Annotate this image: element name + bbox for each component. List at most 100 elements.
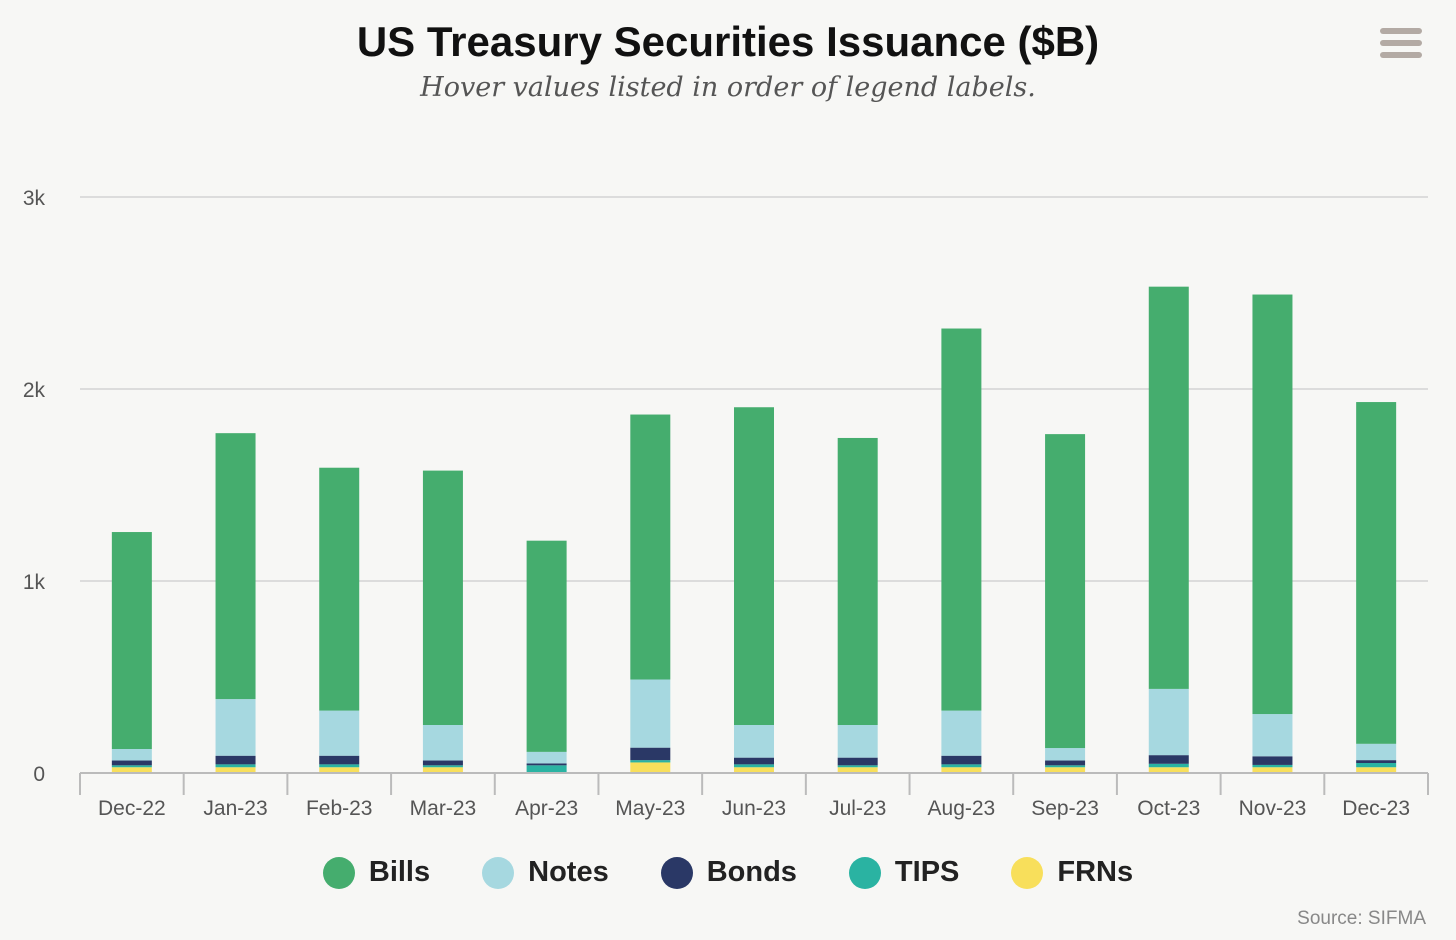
legend-item-frns[interactable]: FRNs bbox=[1011, 856, 1133, 889]
x-tick-label: Feb-23 bbox=[306, 797, 373, 820]
x-tick-label: Jan-23 bbox=[203, 797, 267, 820]
legend-marker bbox=[660, 856, 693, 889]
bar-segment-tips[interactable] bbox=[734, 764, 774, 768]
bar-segment-bills[interactable] bbox=[1356, 402, 1397, 744]
bar-segment-bills[interactable] bbox=[837, 437, 878, 725]
x-tick-label: Dec-22 bbox=[98, 797, 166, 820]
bar-segment-tips[interactable] bbox=[1356, 763, 1397, 768]
bars bbox=[111, 286, 1397, 773]
bar-segment-bills[interactable] bbox=[1252, 294, 1293, 715]
bar-segment-bills[interactable] bbox=[422, 470, 463, 725]
bar-segment-frns[interactable] bbox=[111, 767, 152, 773]
bar-segment-bills[interactable] bbox=[734, 407, 774, 725]
bar-segment-tips[interactable] bbox=[1045, 765, 1086, 768]
bar-segment-frns[interactable] bbox=[837, 767, 878, 773]
x-tick-label: Nov-23 bbox=[1239, 797, 1307, 820]
bar-segment-tips[interactable] bbox=[526, 765, 567, 773]
bar-segment-bills[interactable] bbox=[319, 467, 360, 711]
axis-labels: 0 1k 2k 3k Dec-22 Jan-23 Feb-23 Mar-23 Apr-23 May… bbox=[23, 187, 1410, 820]
bar-segment-frns[interactable] bbox=[1148, 767, 1189, 773]
bar-segment-frns[interactable] bbox=[215, 767, 256, 773]
bar-segment-tips[interactable] bbox=[111, 765, 152, 768]
legend-item-tips[interactable]: TIPS bbox=[848, 856, 960, 889]
bar-segment-bonds[interactable] bbox=[630, 747, 671, 761]
bar-segment-tips[interactable] bbox=[1148, 763, 1189, 768]
bar-segment-frns[interactable] bbox=[319, 767, 360, 773]
bar-segment-bills[interactable] bbox=[630, 414, 671, 680]
legend: Bills Notes Bonds TIPS FRNs bbox=[0, 856, 1456, 889]
bar-segment-notes[interactable] bbox=[319, 710, 360, 756]
bar-segment-bonds[interactable] bbox=[319, 755, 360, 765]
x-tick-label: Sep-23 bbox=[1031, 797, 1099, 820]
legend-item-bills[interactable]: Bills bbox=[322, 856, 431, 889]
bar-segment-notes[interactable] bbox=[941, 710, 982, 756]
bar-segment-notes[interactable] bbox=[1252, 714, 1293, 757]
bar-segment-frns[interactable] bbox=[941, 767, 982, 773]
bar-segment-bonds[interactable] bbox=[1045, 760, 1086, 766]
bar-segment-bonds[interactable] bbox=[1148, 755, 1189, 764]
bar-segment-bills[interactable] bbox=[215, 433, 256, 700]
legend-marker bbox=[482, 856, 515, 889]
bar-segment-bills[interactable] bbox=[941, 328, 982, 711]
bar-segment-frns[interactable] bbox=[1252, 767, 1293, 773]
chart-subtitle: Hover values listed in order of legend l… bbox=[420, 72, 1036, 103]
bar-segment-frns[interactable] bbox=[422, 767, 463, 773]
bar-segment-frns[interactable] bbox=[1045, 767, 1086, 773]
x-tick-label: Dec-23 bbox=[1342, 797, 1410, 820]
bar-segment-bills[interactable] bbox=[111, 532, 152, 749]
y-tick-label: 3k bbox=[23, 187, 46, 210]
bar-segment-frns[interactable] bbox=[734, 767, 774, 773]
bar-segment-bonds[interactable] bbox=[215, 755, 256, 765]
x-tick-label: Jul-23 bbox=[829, 797, 886, 820]
hamburger-menu-icon[interactable] bbox=[1380, 28, 1422, 60]
bar-segment-bonds[interactable] bbox=[837, 757, 878, 766]
bar-segment-tips[interactable] bbox=[1252, 764, 1293, 768]
bar-segment-tips[interactable] bbox=[422, 765, 463, 768]
x-tick-label: May-23 bbox=[615, 797, 685, 820]
bar-segment-tips[interactable] bbox=[215, 764, 256, 768]
legend-label: FRNs bbox=[1057, 856, 1134, 888]
bar-segment-notes[interactable] bbox=[1356, 743, 1397, 761]
legend-item-notes[interactable]: Notes bbox=[482, 856, 609, 889]
bar-segment-tips[interactable] bbox=[319, 764, 360, 768]
chart-title: US Treasury Securities Issuance ($B) bbox=[356, 18, 1100, 65]
bar-segment-bills[interactable] bbox=[1148, 286, 1189, 689]
x-tick-label: Mar-23 bbox=[410, 797, 477, 820]
legend-label: TIPS bbox=[894, 856, 960, 888]
bar-segment-notes[interactable] bbox=[1045, 748, 1086, 761]
bar-segment-tips[interactable] bbox=[837, 765, 878, 768]
bar-segment-bonds[interactable] bbox=[526, 763, 567, 766]
bar-segment-bonds[interactable] bbox=[422, 760, 463, 766]
bar-segment-bonds[interactable] bbox=[1356, 760, 1397, 764]
bar-segment-bonds[interactable] bbox=[941, 755, 982, 765]
legend-marker bbox=[322, 856, 355, 889]
bar-segment-bills[interactable] bbox=[526, 540, 567, 752]
bar-segment-notes[interactable] bbox=[837, 725, 878, 758]
bar-segment-bonds[interactable] bbox=[111, 760, 152, 766]
bar-segment-notes[interactable] bbox=[1148, 688, 1189, 756]
bar-segment-notes[interactable] bbox=[526, 751, 567, 764]
bar-segment-notes[interactable] bbox=[734, 725, 774, 758]
bar-segment-tips[interactable] bbox=[941, 764, 982, 768]
bar-segment-tips[interactable] bbox=[630, 760, 671, 763]
x-tick-label: Jun-23 bbox=[722, 797, 786, 820]
legend-label: Bills bbox=[368, 856, 431, 888]
x-tick-label: Aug-23 bbox=[928, 797, 996, 820]
legend-label: Notes bbox=[528, 856, 609, 888]
bar-segment-notes[interactable] bbox=[422, 725, 463, 761]
bar-segment-notes[interactable] bbox=[215, 699, 256, 756]
bar-segment-notes[interactable] bbox=[630, 679, 671, 748]
bar-segment-bonds[interactable] bbox=[734, 757, 774, 765]
legend-item-bonds[interactable]: Bonds bbox=[660, 856, 797, 889]
legend-label: Bonds bbox=[706, 856, 797, 888]
bar-segment-bonds[interactable] bbox=[1252, 756, 1293, 765]
bar-segment-bills[interactable] bbox=[1045, 434, 1086, 749]
bar-segment-frns[interactable] bbox=[1356, 767, 1397, 773]
x-tick-label: Oct-23 bbox=[1137, 797, 1200, 820]
y-tick-label: 0 bbox=[33, 763, 45, 786]
x-axis bbox=[79, 772, 1429, 795]
bar-segment-notes[interactable] bbox=[111, 749, 152, 761]
legend-marker bbox=[1011, 856, 1044, 889]
x-tick-label: Apr-23 bbox=[515, 797, 578, 820]
bar-segment-frns[interactable] bbox=[630, 762, 671, 773]
